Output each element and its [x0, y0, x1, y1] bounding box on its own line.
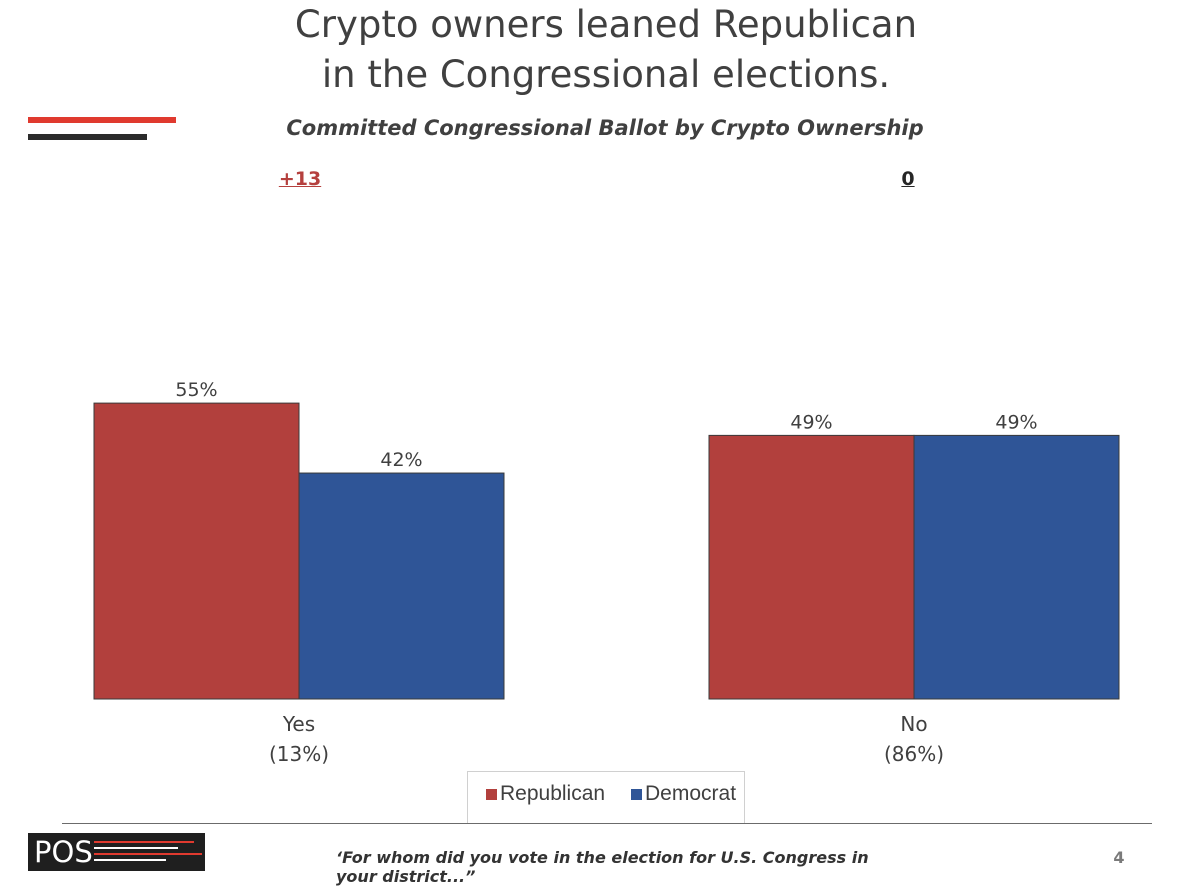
page-number: 4 [1113, 848, 1125, 867]
bar-democrat-1 [913, 434, 1120, 700]
title-line-1: Crypto owners leaned Republican [294, 3, 918, 46]
data-label-republican-0: 55% [175, 379, 217, 401]
pos-logo: POS [28, 833, 205, 871]
logo-line-4 [94, 859, 166, 861]
bar-republican-0 [93, 402, 300, 700]
category-label-0-0: Yes [282, 712, 315, 736]
legend-item-republican: Republican [486, 782, 605, 806]
margin-label-yes: +13 [278, 168, 322, 190]
category-label-0-1: (13%) [269, 742, 329, 766]
legend-label-democrat: Democrat [645, 782, 737, 805]
bar-democrat-0 [298, 472, 505, 700]
chart-legend: Republican Democrat [467, 771, 745, 824]
bar-republican-1 [708, 434, 915, 700]
title-line-2: in the Congressional elections. [321, 53, 891, 96]
category-label-1-1: (86%) [884, 742, 944, 766]
survey-question: ‘For whom did you vote in the election f… [336, 848, 869, 886]
category-label-1-0: No [900, 712, 927, 736]
logo-line-1 [94, 841, 194, 843]
legend-swatch-democrat [631, 788, 642, 800]
legend-swatch-republican [486, 788, 497, 800]
chart-subtitle: Committed Congressional Ballot by Crypto… [286, 116, 924, 140]
legend-item-democrat: Democrat [631, 782, 736, 806]
data-label-democrat-0: 42% [380, 449, 422, 471]
data-label-democrat-1: 49% [995, 411, 1037, 433]
page-title: Crypto owners leaned Republican in the C… [0, 0, 1199, 100]
logo-text: POS [34, 835, 93, 869]
legend-label-republican: Republican [500, 782, 606, 805]
logo-line-3 [94, 853, 202, 855]
data-label-republican-1: 49% [790, 411, 832, 433]
logo-line-2 [94, 847, 178, 849]
footer-divider [62, 823, 1152, 824]
accent-bar-dark [28, 134, 147, 140]
accent-bar-red [28, 117, 176, 123]
margin-label-no: 0 [901, 168, 915, 190]
